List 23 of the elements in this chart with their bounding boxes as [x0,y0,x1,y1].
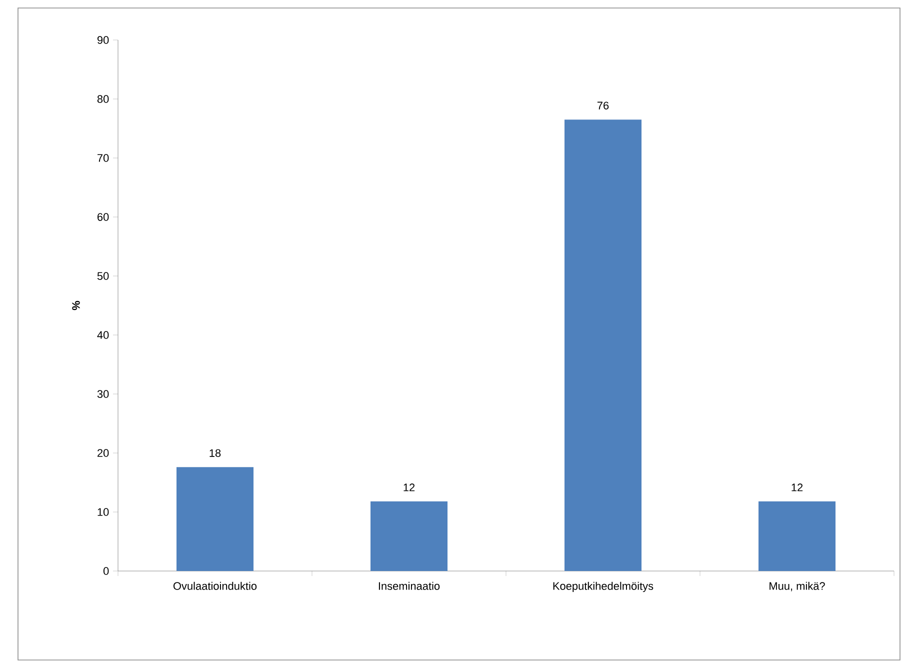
y-tick-label: 90 [97,36,109,44]
y-tick-label: 20 [98,449,109,457]
y-tick-label: 50 [97,272,109,280]
data-label: 12 [792,484,803,492]
y-tick-label: 0 [103,567,109,575]
bar [176,467,254,571]
y-tick-label: 30 [97,390,109,398]
x-tick-label: Koeputkihedelmöitys [553,582,654,592]
bar [564,120,642,571]
y-tick-label: 80 [97,95,109,103]
data-label: 18 [210,449,221,457]
y-tick-label: 40 [97,331,109,339]
x-tick-label: Inseminaatio [378,582,440,590]
data-label: 12 [404,484,415,492]
x-tick-label: Ovulaatioinduktio [173,582,257,590]
data-label: 76 [597,102,609,110]
x-tick-label: Muu, mikä? [770,582,825,592]
y-tick-label: 70 [98,154,109,162]
y-tick-label: 10 [98,508,109,516]
y-axis-title: % [72,300,80,310]
bar [758,501,836,571]
y-tick-label: 60 [98,213,109,221]
bar [370,501,448,571]
